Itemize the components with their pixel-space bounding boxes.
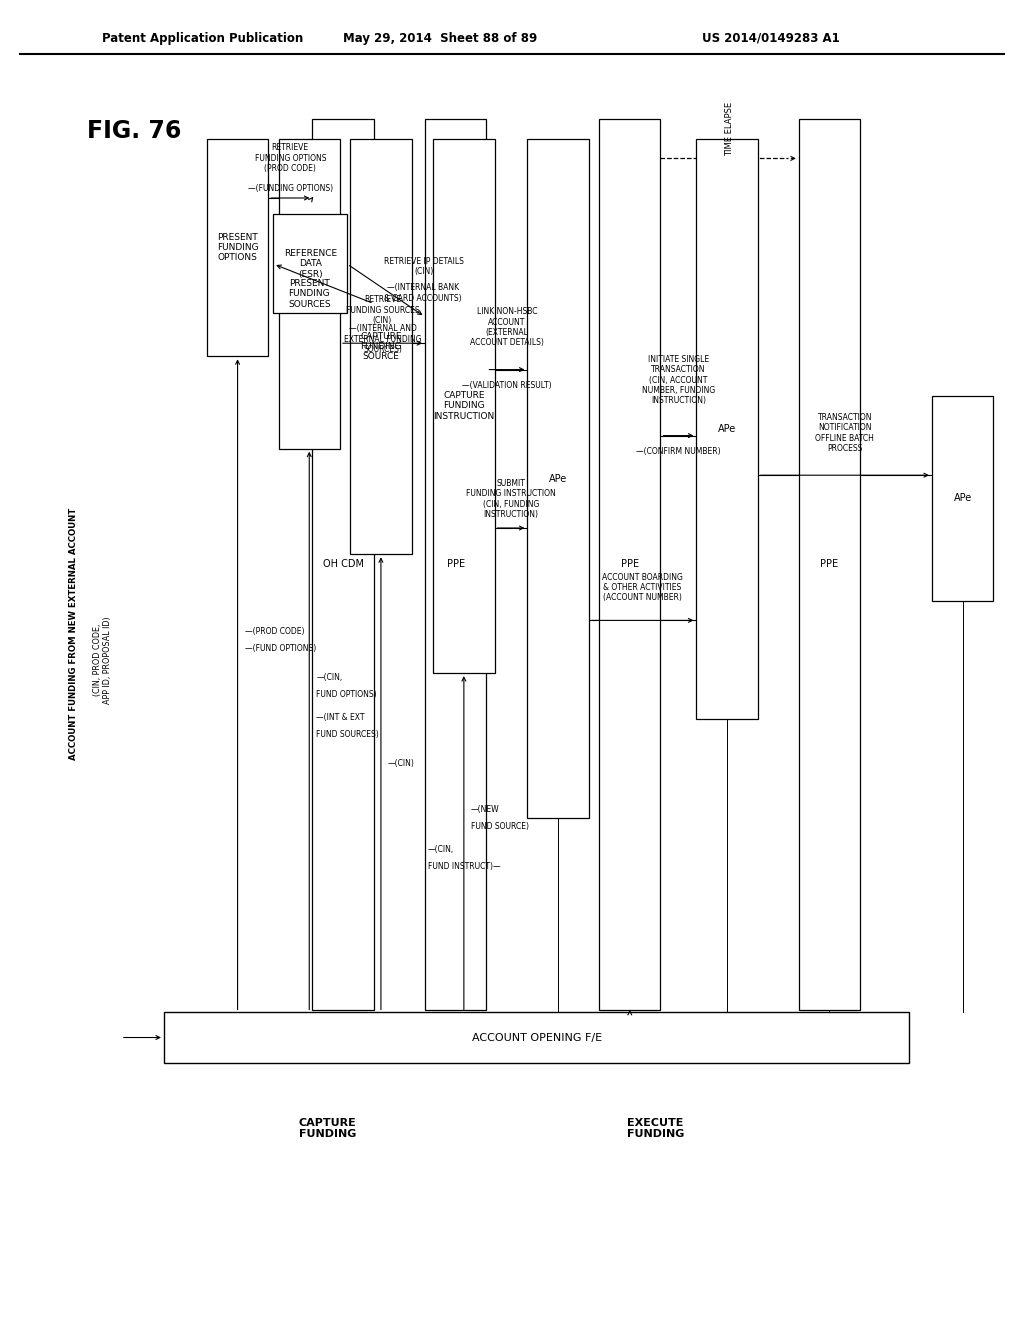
Text: —(CONFIRM NUMBER): —(CONFIRM NUMBER)	[636, 447, 721, 455]
Text: —(CIN,: —(CIN,	[428, 845, 455, 854]
Bar	[279, 139, 340, 449]
Bar	[599, 119, 660, 1010]
Text: PRESENT
FUNDING
OPTIONS: PRESENT FUNDING OPTIONS	[217, 232, 258, 263]
Text: APe: APe	[953, 494, 972, 503]
Text: ACCOUNT FUNDING FROM NEW EXTERNAL ACCOUNT: ACCOUNT FUNDING FROM NEW EXTERNAL ACCOUN…	[70, 507, 78, 760]
Bar	[696, 139, 758, 719]
Text: EXECUTE
FUNDING: EXECUTE FUNDING	[627, 1118, 684, 1139]
Text: —(NEW: —(NEW	[471, 805, 500, 814]
Text: FUND OPTIONS): FUND OPTIONS)	[316, 690, 377, 700]
Text: FIG. 76: FIG. 76	[87, 119, 181, 143]
Bar	[799, 119, 860, 1010]
Text: (CIN, PROD CODE,
APP ID, PROPOSAL ID): (CIN, PROD CODE, APP ID, PROPOSAL ID)	[93, 616, 112, 704]
Text: —(INTERNAL BANK
& CARD ACCOUNTS): —(INTERNAL BANK & CARD ACCOUNTS)	[384, 284, 462, 302]
Text: SUBMIT
FUNDING INSTRUCTION
(CIN, FUNDING
INSTRUCTION): SUBMIT FUNDING INSTRUCTION (CIN, FUNDING…	[466, 479, 556, 519]
Text: CAPTURE
FUNDING
INSTRUCTION: CAPTURE FUNDING INSTRUCTION	[433, 391, 495, 421]
Text: May 29, 2014  Sheet 88 of 89: May 29, 2014 Sheet 88 of 89	[343, 32, 538, 45]
Text: TIME ELAPSE: TIME ELAPSE	[725, 102, 734, 156]
Text: OH CDM: OH CDM	[323, 560, 364, 569]
Bar	[273, 214, 347, 313]
Text: FUND INSTRUCT)—: FUND INSTRUCT)—	[428, 862, 501, 871]
Text: PPE: PPE	[446, 560, 465, 569]
Text: —(INT & EXT: —(INT & EXT	[316, 713, 365, 722]
Text: INITIATE SINGLE
TRANSACTION
(CIN, ACCOUNT
NUMBER, FUNDING
INSTRUCTION): INITIATE SINGLE TRANSACTION (CIN, ACCOUN…	[642, 355, 715, 405]
Text: APe: APe	[718, 424, 736, 434]
Text: ACCOUNT BOARDING
& OTHER ACTIVITIES
(ACCOUNT NUMBER): ACCOUNT BOARDING & OTHER ACTIVITIES (ACC…	[602, 573, 683, 602]
Text: US 2014/0149283 A1: US 2014/0149283 A1	[701, 32, 840, 45]
Bar	[932, 396, 993, 601]
Text: TRANSACTION
NOTIFICATION
OFFLINE BATCH
PROCESS: TRANSACTION NOTIFICATION OFFLINE BATCH P…	[815, 413, 874, 453]
Text: —(CIN,: —(CIN,	[316, 673, 343, 682]
Text: CAPTURE
FUNDING
SOURCE: CAPTURE FUNDING SOURCE	[360, 331, 401, 362]
Text: RETRIEVE IP DETAILS
(CIN): RETRIEVE IP DETAILS (CIN)	[384, 257, 464, 276]
Text: —(PROD CODE): —(PROD CODE)	[245, 627, 304, 636]
Text: FUND SOURCE): FUND SOURCE)	[471, 822, 529, 832]
Text: —(CIN): —(CIN)	[388, 759, 415, 768]
Bar	[164, 1012, 909, 1063]
Bar	[425, 119, 486, 1010]
Bar	[433, 139, 495, 673]
Text: Patent Application Publication: Patent Application Publication	[102, 32, 304, 45]
Text: PPE: PPE	[621, 560, 639, 569]
Bar	[312, 119, 374, 1010]
Text: —(INTERNAL AND
EXTERNAL FUNDING
SOURCES): —(INTERNAL AND EXTERNAL FUNDING SOURCES)	[344, 325, 421, 354]
Text: RETRIEVE
FUNDING SOURCES
(CIN): RETRIEVE FUNDING SOURCES (CIN)	[346, 296, 419, 325]
Text: RETRIEVE
FUNDING OPTIONS
(PROD CODE): RETRIEVE FUNDING OPTIONS (PROD CODE)	[255, 144, 326, 173]
Text: PPE: PPE	[820, 560, 839, 569]
Text: APe: APe	[549, 474, 567, 483]
Text: REFERENCE
DATA
(ESR): REFERENCE DATA (ESR)	[284, 249, 337, 279]
Text: —(FUNDING OPTIONS): —(FUNDING OPTIONS)	[248, 185, 333, 193]
Bar	[207, 139, 268, 356]
Text: ACCOUNT OPENING F/E: ACCOUNT OPENING F/E	[471, 1032, 602, 1043]
Text: LINK NON-HSBC
ACCOUNT
(EXTERNAL
ACCOUNT DETAILS): LINK NON-HSBC ACCOUNT (EXTERNAL ACCOUNT …	[470, 308, 544, 347]
Text: CAPTURE
FUNDING: CAPTURE FUNDING	[299, 1118, 356, 1139]
Text: —(FUND OPTIONS): —(FUND OPTIONS)	[245, 644, 316, 653]
Bar	[527, 139, 589, 818]
Text: FUND SOURCES): FUND SOURCES)	[316, 730, 379, 739]
Bar	[350, 139, 412, 554]
Text: —(VALIDATION RESULT): —(VALIDATION RESULT)	[462, 381, 552, 389]
Text: PRESENT
FUNDING
SOURCES: PRESENT FUNDING SOURCES	[288, 279, 331, 309]
